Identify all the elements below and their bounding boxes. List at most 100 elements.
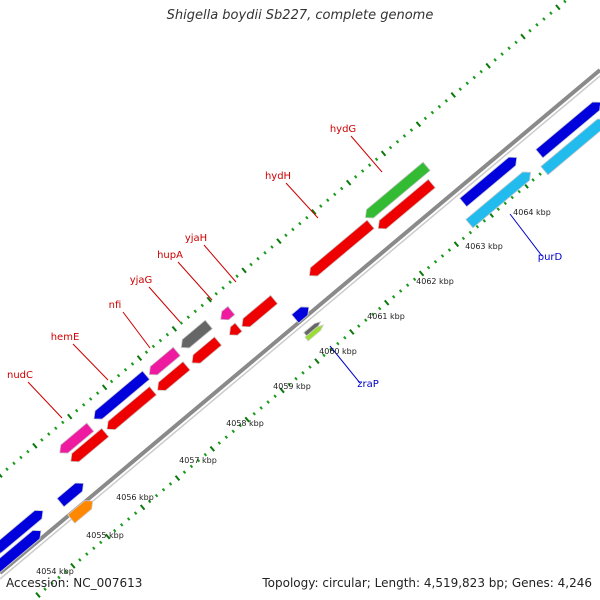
feature-orange-plus-highlight <box>67 500 94 524</box>
feature-hemE-highlight <box>93 370 151 420</box>
feature-zraP <box>304 324 325 342</box>
inner-minor-tick <box>426 265 431 270</box>
outer-minor-tick <box>123 367 128 372</box>
feature-blue-plus-3-shape <box>0 529 42 573</box>
inner-minor-tick <box>322 353 326 358</box>
inner-minor-tick <box>447 248 452 252</box>
outer-major-tick <box>450 92 456 98</box>
feature-blue-plus-1 <box>56 482 84 508</box>
inner-minor-tick <box>161 487 166 492</box>
feature-hemE <box>93 370 151 420</box>
outer-minor-tick <box>200 303 204 308</box>
inner-minor-tick <box>510 195 514 200</box>
inner-minor-tick <box>203 452 208 457</box>
outer-minor-tick <box>535 23 539 27</box>
outer-major-tick <box>0 473 3 478</box>
inner-minor-tick <box>217 441 222 445</box>
feature-orange-plus-shape <box>67 500 94 524</box>
outer-minor-tick <box>423 116 428 121</box>
feature-red-5-shape <box>241 294 279 328</box>
inner-minor-tick <box>112 528 117 533</box>
outer-minor-tick <box>158 338 163 343</box>
scale-label: 4055 kbp <box>86 531 124 540</box>
feature-purD-shape <box>465 171 532 229</box>
scale-labels: 4054 kbp 4055 kbp 4056 kbp 4057 kbp 4058 kbp… <box>36 208 551 576</box>
feature-nfi-highlight <box>148 346 181 376</box>
genome-summary-label: Topology: circular; Length: 4,519,823 bp… <box>262 576 592 590</box>
outer-minor-tick <box>437 104 442 109</box>
scale-label: 4054 kbp <box>36 567 74 576</box>
feature-yjaH-highlight <box>220 305 236 321</box>
feature-red-2 <box>106 385 158 431</box>
label-leader-yjaH <box>203 244 237 283</box>
outer-minor-tick <box>95 391 100 395</box>
inner-minor-tick <box>196 458 201 463</box>
outer-minor-tick <box>514 40 518 45</box>
feature-blue-plus-1-shape <box>56 482 84 508</box>
inner-minor-tick <box>238 423 242 428</box>
outer-minor-tick <box>479 69 483 74</box>
feature-yjaG <box>180 319 213 349</box>
outer-minor-tick <box>319 204 323 208</box>
inner-minor-tick <box>405 283 410 287</box>
outer-minor-tick <box>339 186 344 191</box>
label-leader-purD <box>509 213 543 257</box>
feature-blue-plus-4-shape <box>291 306 310 324</box>
inner-minor-tick <box>182 470 187 475</box>
outer-major-tick <box>311 208 317 215</box>
inner-minor-tick <box>391 295 396 299</box>
scale-label: 4059 kbp <box>273 382 311 391</box>
outer-minor-tick <box>500 52 504 56</box>
map-title: Shigella boydii Sb227, complete genome <box>166 8 434 23</box>
inner-minor-tick <box>412 277 417 282</box>
inner-minor-tick <box>189 464 194 469</box>
inner-minor-tick <box>287 382 291 387</box>
outer-minor-tick <box>305 215 309 220</box>
outer-minor-tick <box>458 87 462 91</box>
outer-minor-tick <box>47 432 51 436</box>
scale-label: 4062 kbp <box>416 277 454 286</box>
outer-minor-tick <box>179 321 184 325</box>
outer-minor-tick <box>402 134 407 138</box>
outer-minor-tick <box>472 75 476 80</box>
feature-blue-plus-5-shape <box>459 156 518 208</box>
outer-major-tick <box>555 4 561 11</box>
outer-major-tick <box>32 442 38 449</box>
feature-red-1-highlight <box>70 427 110 463</box>
inner-minor-tick <box>85 552 89 556</box>
inner-scale-ticks <box>35 124 599 598</box>
inner-minor-tick <box>503 201 507 206</box>
inner-minor-tick <box>301 371 305 375</box>
outer-minor-tick <box>186 315 191 319</box>
gene-label-yjaH: yjaH <box>185 233 207 244</box>
gene-label-yjaG: yjaG <box>130 275 153 286</box>
feature-blue-plus-6-highlight <box>535 101 600 159</box>
outer-minor-tick <box>214 291 218 296</box>
feature-red-1-shape <box>70 427 110 463</box>
outer-minor-tick <box>228 280 232 284</box>
scale-label: 4064 kbp <box>513 208 551 217</box>
outer-minor-tick <box>235 274 239 279</box>
outer-minor-tick <box>353 175 358 179</box>
outer-minor-tick <box>528 28 532 33</box>
inner-minor-tick <box>92 546 96 551</box>
inner-major-tick <box>70 562 76 569</box>
gene-label-hupA: hupA <box>157 250 183 261</box>
inner-minor-tick <box>496 207 500 211</box>
inner-minor-tick <box>329 347 333 352</box>
inner-major-tick <box>453 241 460 248</box>
outer-scale-ticks <box>0 0 567 478</box>
inner-minor-tick <box>357 324 361 328</box>
inner-minor-tick <box>147 499 152 504</box>
label-leader-hydH <box>285 182 319 219</box>
inner-minor-tick <box>343 335 347 340</box>
outer-minor-tick <box>116 373 121 378</box>
outer-minor-tick <box>374 157 379 162</box>
feature-cyan-plus-2 <box>540 118 600 176</box>
feature-yjaG-shape <box>180 319 213 349</box>
outer-major-tick <box>101 384 108 391</box>
inner-major-tick <box>383 299 390 306</box>
outer-major-tick <box>241 267 247 274</box>
feature-hydH <box>308 219 375 277</box>
